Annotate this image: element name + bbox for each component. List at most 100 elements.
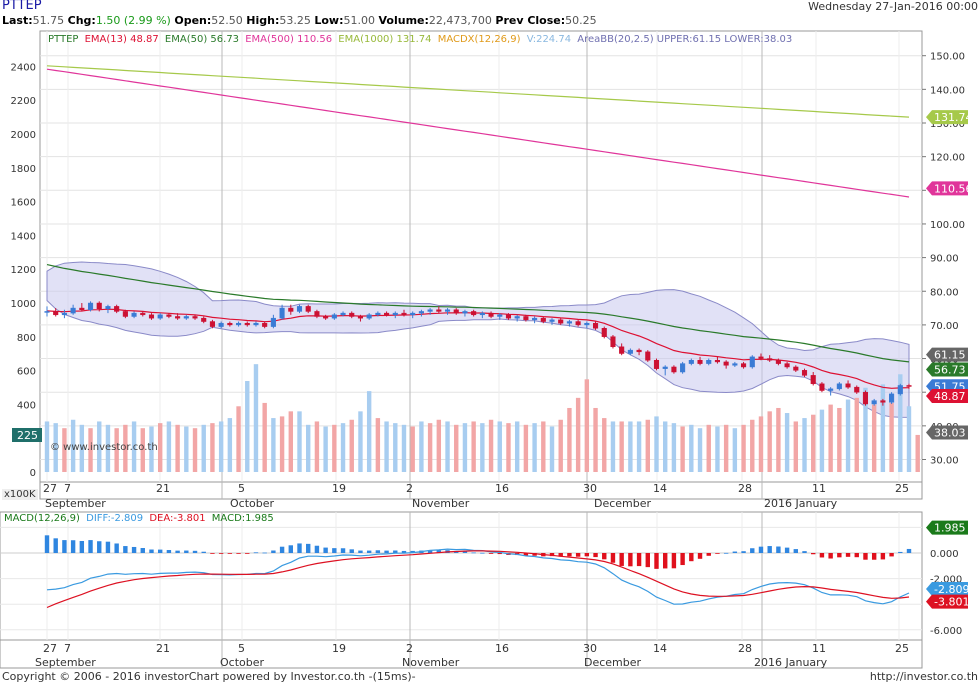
- macd-legend-title: MACD(12,26,9): [4, 513, 80, 524]
- macd-histogram-bar: [488, 553, 494, 554]
- candle-body: [558, 319, 564, 324]
- candle-body: [741, 363, 747, 368]
- volume-bar: [123, 424, 128, 472]
- candle-body: [183, 316, 189, 319]
- macd-value-tag-box: [926, 520, 968, 535]
- candle-body: [384, 312, 390, 316]
- macd-histogram-bar: [288, 545, 293, 553]
- macd-histogram-bar: [610, 553, 616, 563]
- candle-body: [627, 349, 633, 354]
- volume-bar: [837, 407, 842, 472]
- volume-bar: [419, 421, 424, 472]
- date-tick-label: 19: [332, 482, 346, 495]
- candle-body: [366, 314, 372, 319]
- price-value-tag-box: [926, 362, 968, 377]
- candle-body: [706, 359, 712, 364]
- candle-body: [819, 383, 825, 391]
- candle-body: [418, 311, 424, 314]
- volume-bar: [741, 424, 746, 472]
- ema50-line: [46, 264, 910, 363]
- macd-histogram-bar: [663, 553, 668, 569]
- macd-histogram-bar: [253, 552, 259, 554]
- volume-bar: [288, 411, 293, 472]
- high-value: 53.25: [279, 14, 311, 27]
- volume-tick-label: 2400: [11, 62, 36, 73]
- candle-body: [645, 351, 651, 361]
- volume-bar: [549, 426, 555, 472]
- legend-ema1000: EMA(1000) 131.74: [338, 34, 432, 45]
- volume-bar: [114, 428, 119, 472]
- volume-tick-label: 600: [17, 367, 36, 378]
- volume-bar: [349, 419, 354, 472]
- volume-bar: [793, 421, 799, 472]
- candle-body: [854, 386, 860, 393]
- candle-body: [758, 356, 764, 359]
- volume-bar: [906, 406, 912, 472]
- volume-bar: [497, 421, 502, 472]
- volume-bar: [236, 406, 241, 472]
- legend-bollinger: AreaBB(20,2.5) UPPER:61.15 LOWER:38.03: [577, 34, 793, 45]
- macd-histogram-bar: [689, 553, 694, 562]
- macd-histogram-bar: [192, 550, 198, 553]
- month-label: October: [230, 497, 274, 510]
- candle-body: [889, 393, 895, 403]
- volume-bar: [915, 434, 920, 472]
- macd-histogram-bar: [175, 550, 180, 553]
- candle-body: [296, 306, 303, 312]
- volume-bar: [218, 421, 224, 472]
- volume-bar: [384, 421, 389, 472]
- macd-histogram-bar: [567, 553, 572, 557]
- volume-bar: [358, 411, 363, 472]
- volume-bar: [70, 419, 76, 472]
- macd-histogram-bar: [279, 546, 285, 553]
- macd-histogram-bar: [245, 553, 250, 554]
- macd-histogram-bar: [358, 550, 363, 553]
- candle-body: [209, 321, 215, 327]
- price-value-tag-box: [926, 425, 968, 440]
- volume-bar: [105, 424, 111, 472]
- macd-histogram-bar: [871, 553, 877, 560]
- volume-tick-label: 1400: [11, 231, 36, 242]
- volume-bar: [262, 402, 267, 472]
- candle-body: [323, 316, 329, 319]
- volume-tick-label: 1000: [11, 299, 36, 310]
- date-tick-label: 11: [812, 482, 826, 495]
- macd-histogram-bar: [741, 551, 746, 553]
- candle-body: [801, 370, 808, 376]
- candle-body: [723, 361, 729, 366]
- candle-body: [44, 311, 50, 313]
- volume-bar: [514, 421, 520, 472]
- macd-histogram-bar: [723, 552, 729, 554]
- date-tick-label: 16: [495, 482, 509, 495]
- candle-body: [392, 312, 398, 316]
- volume-bar: [750, 419, 755, 472]
- macd-histogram-bar: [706, 553, 711, 556]
- candle-body: [357, 316, 364, 319]
- open-value: 52.50: [211, 14, 243, 27]
- legend-ema500: EMA(500) 110.56: [245, 34, 333, 45]
- candle-body: [749, 356, 755, 368]
- volume-bar: [427, 423, 433, 472]
- volume-bar: [445, 421, 450, 472]
- footer-link[interactable]: http://investor.co.th: [869, 670, 978, 683]
- candle-body: [427, 309, 433, 312]
- macd-tick-label: 0.000: [930, 549, 959, 560]
- macd-histogram-bar: [332, 548, 337, 553]
- volume-bar: [845, 399, 851, 472]
- volume-bar: [706, 424, 711, 472]
- ema1000-line: [46, 65, 910, 118]
- macd-histogram-bar: [114, 543, 119, 553]
- volume-bar: [140, 428, 145, 472]
- macd-histogram-bar: [593, 553, 598, 558]
- month-label: December: [594, 497, 652, 510]
- volume-bar: [332, 424, 337, 472]
- volume-tick-label: 400: [17, 400, 36, 411]
- volume-bar: [175, 424, 180, 472]
- macd-histogram-bar: [837, 553, 842, 558]
- macd-histogram-bar: [880, 553, 886, 560]
- ticker-symbol: PTTEP: [2, 0, 42, 13]
- macd-histogram-bar: [436, 550, 442, 553]
- candle-body: [444, 309, 451, 312]
- last-value: 51.75: [32, 14, 65, 27]
